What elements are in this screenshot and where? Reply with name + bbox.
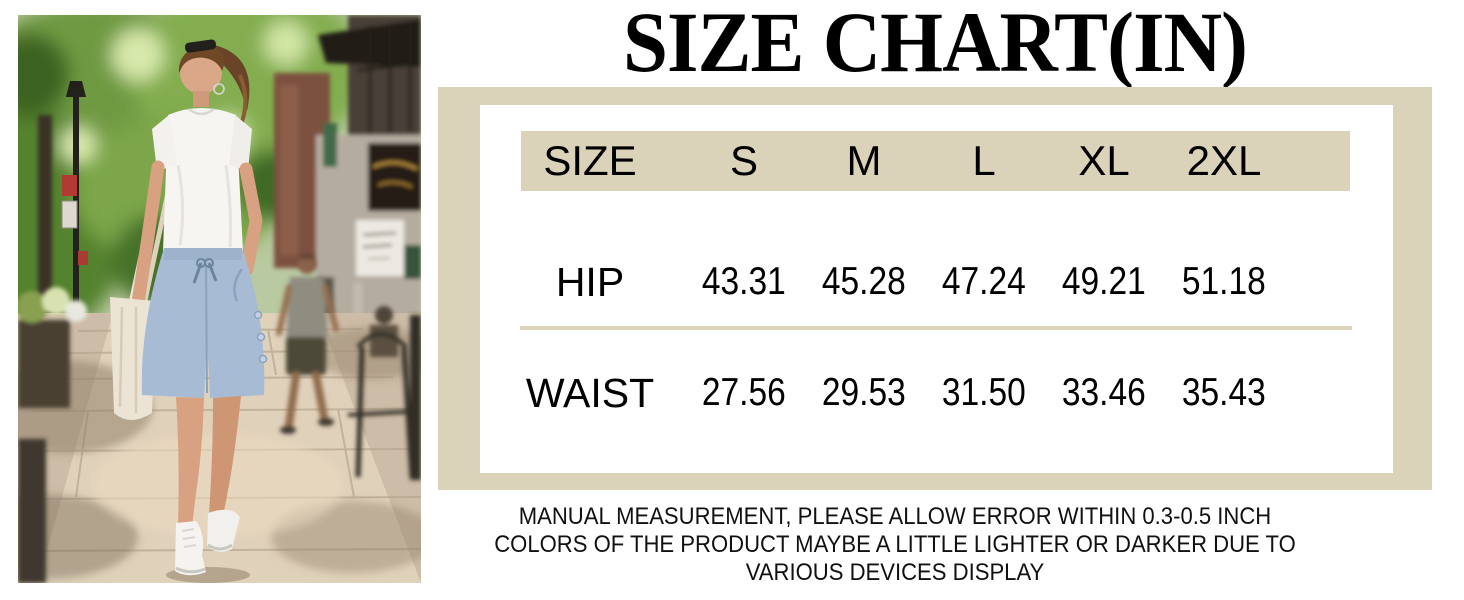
header-cell-size: SIZE (543, 137, 637, 184)
side-button (258, 354, 268, 364)
background-pedestrian (276, 254, 339, 434)
back-sneaker (207, 509, 240, 552)
side-button (253, 310, 263, 320)
hip-value-2xl: 51.18 (1182, 260, 1266, 303)
side-button (256, 332, 266, 342)
hip-value-l: 47.24 (942, 260, 1026, 303)
blue-shorts (141, 248, 265, 398)
size-chart-section: SIZE CHART(IN) SIZE S M L XL 2XL HIP 43.… (438, 0, 1432, 600)
storefront-dark-sign (368, 143, 421, 211)
cafe-furniture (347, 306, 421, 480)
waist-value-2xl: 35.43 (1182, 371, 1266, 414)
hair (178, 45, 224, 73)
ponytail (208, 45, 250, 111)
row-label-waist: WAIST (525, 369, 655, 416)
front-leg (176, 397, 204, 527)
waist-value-l: 31.50 (942, 371, 1026, 414)
lamp-post (61, 81, 88, 325)
disclaimer-line-2: COLORS OF THE PRODUCT MAYBE A LITTLE LIG… (494, 531, 1296, 558)
header-cell-l: L (972, 137, 996, 184)
model-photo-illustration (18, 15, 421, 583)
tree-trunk (38, 115, 52, 340)
waist-value-s: 27.56 (702, 371, 786, 414)
header-cell-s: S (729, 137, 758, 184)
waist-value-xl: 33.46 (1062, 371, 1146, 414)
woman-figure (110, 39, 268, 583)
sunglasses (184, 39, 217, 53)
measurement-disclaimer: MANUAL MEASUREMENT, PLEASE ALLOW ERROR W… (438, 503, 1352, 587)
back-leg (209, 396, 241, 517)
flower-planters (18, 287, 87, 583)
right-arm-in-pocket (239, 162, 263, 276)
disclaimer-line-1: MANUAL MEASUREMENT, PLEASE ALLOW ERROR W… (518, 503, 1272, 530)
header-cell-m: M (846, 137, 882, 184)
header-cell-2xl: 2XL (1186, 137, 1262, 184)
left-arm (131, 160, 165, 310)
page-title: SIZE CHART(IN) (622, 0, 1248, 90)
hip-value-xl: 49.21 (1062, 260, 1146, 303)
size-table-header-row: SIZE S M L XL 2XL (521, 131, 1350, 191)
shoelaces (181, 528, 197, 548)
row-label-hip: HIP (555, 258, 625, 305)
hip-value-s: 43.31 (702, 260, 786, 303)
face (180, 52, 222, 94)
disclaimer-line-3: VARIOUS DEVICES DISPLAY (745, 559, 1045, 586)
table-row-waist: WAIST 27.56 29.53 31.50 33.46 35.43 (521, 363, 1350, 423)
size-table: SIZE S M L XL 2XL HIP 43.31 45.28 47.24 … (438, 87, 1432, 490)
header-cell-xl: XL (1078, 137, 1130, 184)
hip-value-m: 45.28 (822, 260, 906, 303)
table-row-hip: HIP 43.31 45.28 47.24 49.21 51.18 (521, 252, 1350, 312)
row-divider (520, 326, 1352, 330)
waist-value-m: 29.53 (822, 371, 906, 414)
model-photo (18, 15, 421, 583)
hoop-earring (213, 83, 225, 95)
front-sneaker (175, 521, 206, 576)
pocket-seam (233, 268, 244, 302)
